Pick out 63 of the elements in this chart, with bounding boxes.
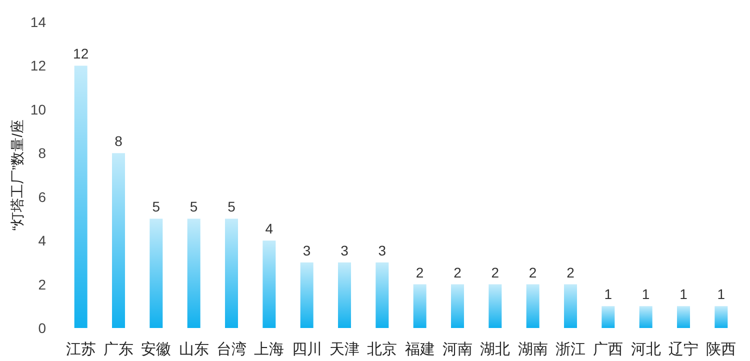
bar: [714, 306, 728, 328]
y-tick-label: 0: [38, 320, 46, 336]
y-tick-label: 4: [38, 232, 46, 249]
data-label: 5: [190, 198, 198, 215]
x-tick-label: 山东: [178, 341, 209, 358]
y-tick-label: 2: [38, 276, 46, 292]
y-tick-label: 14: [30, 14, 46, 30]
bar: [112, 153, 125, 328]
y-axis-title: “灯塔工厂”数量/座: [9, 119, 25, 231]
bar: [150, 218, 163, 328]
data-label: 1: [680, 286, 688, 302]
x-tick-label: 广西: [593, 341, 624, 358]
bar: [451, 284, 464, 328]
y-tick-label: 6: [38, 188, 46, 205]
bar: [338, 262, 351, 328]
data-label: 2: [416, 264, 424, 280]
bar: [225, 218, 238, 328]
x-tick-label: 上海: [254, 341, 284, 358]
y-tick-label: 12: [30, 58, 46, 74]
data-label: 1: [604, 286, 612, 302]
x-tick-label: 天津: [330, 341, 360, 358]
x-tick-label: 安徽: [141, 341, 172, 358]
data-label: 1: [642, 286, 650, 302]
x-tick-label: 河北: [630, 341, 661, 358]
x-tick-label: 辽宁: [668, 341, 698, 358]
x-tick-label: 北京: [367, 341, 398, 358]
bar: [413, 284, 426, 328]
bar: [187, 218, 200, 328]
bar: [677, 306, 690, 328]
data-label: 2: [491, 264, 500, 280]
bar: [74, 66, 88, 328]
data-label: 5: [228, 198, 236, 215]
bar: [602, 306, 615, 328]
data-label: 8: [114, 133, 123, 150]
x-tick-label: 浙江: [556, 341, 586, 358]
bar: [300, 262, 314, 328]
x-tick-label: 福建: [404, 341, 435, 358]
data-label: 3: [378, 242, 386, 258]
x-tick-label: 四川: [292, 341, 322, 358]
data-label: 2: [454, 264, 462, 280]
x-tick-label: 湖南: [518, 341, 548, 358]
data-label: 5: [152, 198, 160, 215]
bar: [376, 262, 389, 328]
x-tick-label: 河南: [442, 341, 472, 358]
x-tick-label: 广东: [104, 341, 134, 358]
x-tick-label: 湖北: [480, 341, 510, 358]
data-label: 2: [528, 264, 537, 280]
y-tick-label: 8: [38, 145, 46, 162]
data-label: 3: [302, 242, 311, 258]
x-tick-label: 陕西: [706, 341, 736, 358]
x-tick-label: 江苏: [66, 341, 96, 358]
bar: [526, 284, 540, 328]
bar: [488, 284, 502, 328]
data-label: 4: [265, 220, 274, 237]
x-tick-label: 台湾: [216, 341, 246, 358]
bar: [262, 240, 276, 328]
bar: [639, 306, 652, 328]
bar: [564, 284, 577, 328]
data-label: 3: [340, 242, 349, 258]
data-label: 2: [566, 264, 575, 280]
y-tick-label: 10: [30, 101, 46, 118]
data-label: 12: [73, 46, 89, 62]
data-label: 1: [717, 286, 726, 302]
